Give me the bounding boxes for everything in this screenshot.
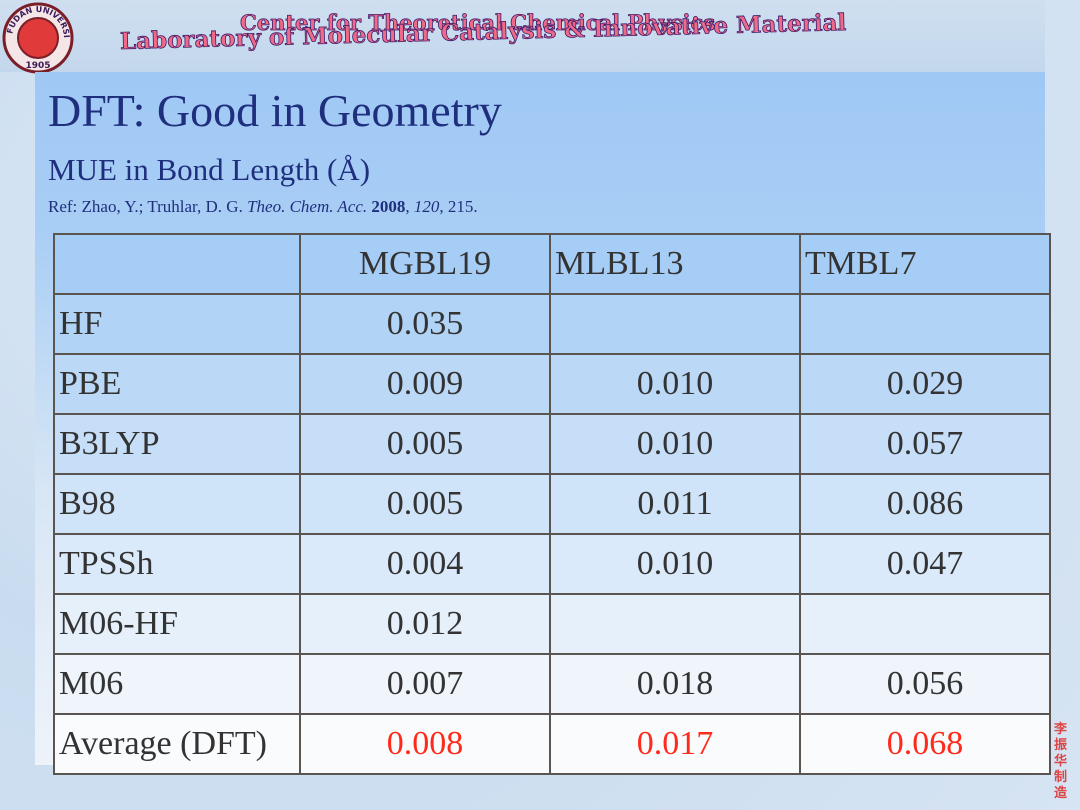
data-table: MGBL19 MLBL13 TMBL7 HF 0.035 PBE 0.009 0.010 0.0…: [53, 233, 1051, 775]
cell: 0.007: [299, 653, 551, 715]
reference-part: , 215.: [439, 197, 478, 216]
row-label: TPSSh: [53, 533, 301, 595]
row-label: M06-HF: [53, 593, 301, 655]
column-header: [53, 233, 301, 295]
cell: 0.010: [549, 533, 801, 595]
row-label: B98: [53, 473, 301, 535]
logo-year: 1905: [25, 61, 50, 71]
reference-part: ,: [405, 197, 414, 216]
table-row: M06 0.007 0.018 0.056: [53, 653, 1051, 715]
header-row: MGBL19 MLBL13 TMBL7: [53, 233, 1051, 295]
table-row: HF 0.035: [53, 293, 1051, 355]
row-label: PBE: [53, 353, 301, 415]
cell: 0.008: [299, 713, 551, 775]
column-header: TMBL7: [799, 233, 1051, 295]
table-row: Average (DFT) 0.008 0.017 0.068: [53, 713, 1051, 775]
cell: 0.010: [549, 413, 801, 475]
subtitle: MUE in Bond Length (Å): [48, 152, 371, 187]
cell: 0.068: [799, 713, 1051, 775]
logo: FUDAN UNIVERSITY 1905: [0, 0, 74, 74]
cell: 0.012: [299, 593, 551, 655]
cell: 0.035: [299, 293, 551, 355]
slide-title: DFT: Good in Geometry: [48, 85, 502, 136]
cell: [799, 593, 1051, 655]
cell: 0.005: [299, 473, 551, 535]
cell: 0.011: [549, 473, 801, 535]
cell: 0.057: [799, 413, 1051, 475]
row-label: Average (DFT): [53, 713, 301, 775]
cell: 0.004: [299, 533, 551, 595]
cell: 0.009: [299, 353, 551, 415]
cell: 0.005: [299, 413, 551, 475]
cell: 0.056: [799, 653, 1051, 715]
cell: 0.047: [799, 533, 1051, 595]
reference: Ref: Zhao, Y.; Truhlar, D. G. Theo. Chem…: [48, 197, 478, 217]
header-band: [0, 0, 1045, 72]
reference-part: 2008: [371, 197, 406, 216]
cell: 0.010: [549, 353, 801, 415]
cell: 0.018: [549, 653, 801, 715]
table-row: M06-HF 0.012: [53, 593, 1051, 655]
column-header: MLBL13: [549, 233, 801, 295]
row-label: M06: [53, 653, 301, 715]
reference-part: 120: [413, 197, 440, 216]
cell: [799, 293, 1051, 355]
table-row: PBE 0.009 0.010 0.029: [53, 353, 1051, 415]
table-row: TPSSh 0.004 0.010 0.047: [53, 533, 1051, 595]
table-row: B98 0.005 0.011 0.086: [53, 473, 1051, 535]
cell: 0.029: [799, 353, 1051, 415]
cell: 0.086: [799, 473, 1051, 535]
row-label: B3LYP: [53, 413, 301, 475]
row-label: HF: [53, 293, 301, 355]
header-line: Center for Theoretical Chemical Physics: [240, 10, 716, 36]
side-note: 李振华制造: [1054, 722, 1068, 801]
cell: [549, 293, 801, 355]
column-header: MGBL19: [299, 233, 551, 295]
table-row: B3LYP 0.005 0.010 0.057: [53, 413, 1051, 475]
reference-part: Theo. Chem. Acc.: [247, 197, 368, 216]
cell: [549, 593, 801, 655]
reference-part: Ref: Zhao, Y.; Truhlar, D. G.: [48, 197, 248, 216]
cell: 0.017: [549, 713, 801, 775]
